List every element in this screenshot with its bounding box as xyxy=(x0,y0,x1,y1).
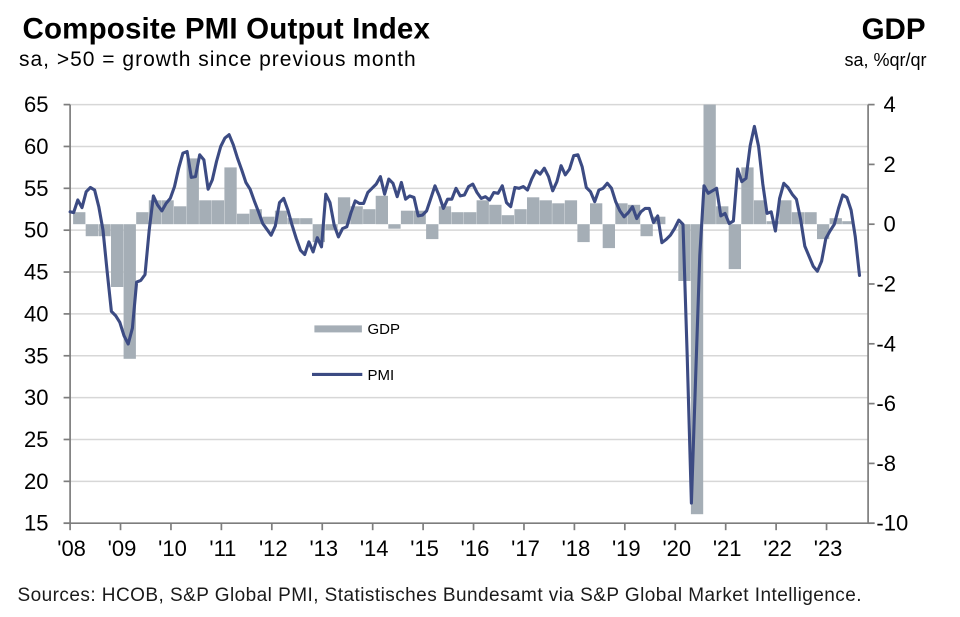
svg-text:20: 20 xyxy=(24,469,48,494)
svg-text:25: 25 xyxy=(24,427,48,452)
svg-text:'23: '23 xyxy=(814,536,843,561)
svg-text:2: 2 xyxy=(884,152,896,177)
svg-text:-8: -8 xyxy=(876,451,896,476)
svg-text:-4: -4 xyxy=(876,331,896,356)
svg-text:'20: '20 xyxy=(662,536,691,561)
svg-text:'15: '15 xyxy=(410,536,439,561)
svg-text:'16: '16 xyxy=(461,536,490,561)
svg-text:-10: -10 xyxy=(876,511,908,536)
svg-text:'18: '18 xyxy=(562,536,591,561)
svg-text:45: 45 xyxy=(24,260,48,285)
svg-text:Composite PMI Output Index: Composite PMI Output Index xyxy=(23,13,431,46)
svg-text:'22: '22 xyxy=(763,536,792,561)
svg-text:'12: '12 xyxy=(259,536,288,561)
svg-text:'17: '17 xyxy=(511,536,540,561)
svg-text:65: 65 xyxy=(24,92,48,117)
svg-text:-2: -2 xyxy=(876,272,896,297)
svg-text:'10: '10 xyxy=(158,536,187,561)
svg-text:-6: -6 xyxy=(876,391,896,416)
svg-text:'13: '13 xyxy=(309,536,338,561)
svg-text:'19: '19 xyxy=(612,536,641,561)
svg-text:55: 55 xyxy=(24,176,48,201)
svg-text:Sources: HCOB, S&P Global PMI,: Sources: HCOB, S&P Global PMI, Statistis… xyxy=(18,585,863,606)
svg-text:'21: '21 xyxy=(713,536,742,561)
svg-text:15: 15 xyxy=(24,511,48,536)
svg-text:'14: '14 xyxy=(360,536,389,561)
svg-text:sa, >50 = growth since previou: sa, >50 = growth since previous month xyxy=(19,48,417,71)
svg-text:60: 60 xyxy=(24,134,48,159)
svg-text:50: 50 xyxy=(24,218,48,243)
svg-text:GDP: GDP xyxy=(862,13,926,46)
svg-text:30: 30 xyxy=(24,385,48,410)
svg-text:4: 4 xyxy=(884,92,896,117)
svg-text:'11: '11 xyxy=(209,536,236,561)
svg-text:sa, %qr/qr: sa, %qr/qr xyxy=(844,50,926,70)
svg-text:PMI: PMI xyxy=(368,367,395,384)
svg-text:GDP: GDP xyxy=(368,321,401,338)
svg-text:35: 35 xyxy=(24,343,48,368)
svg-text:'08: '08 xyxy=(57,536,86,561)
svg-text:40: 40 xyxy=(24,301,48,326)
svg-text:'09: '09 xyxy=(108,536,137,561)
svg-text:0: 0 xyxy=(884,212,896,237)
